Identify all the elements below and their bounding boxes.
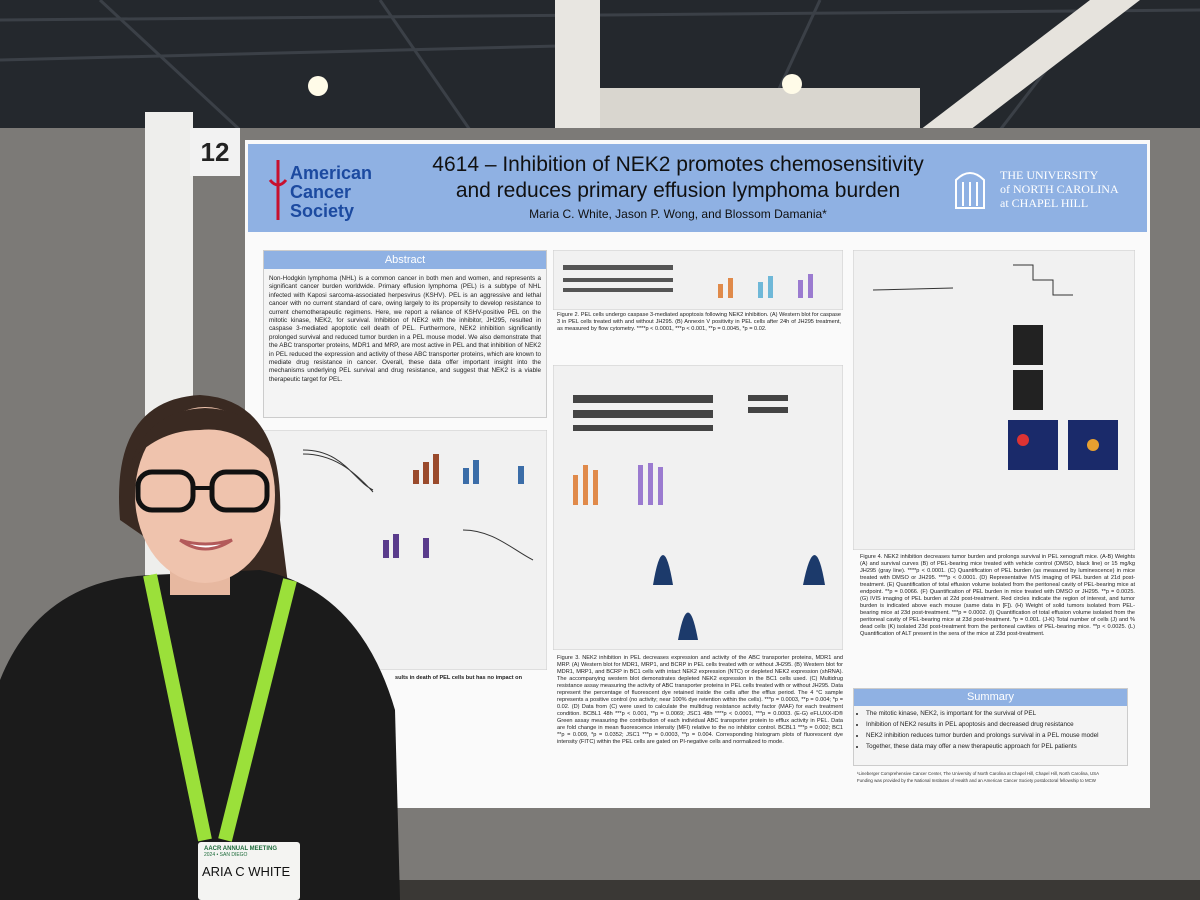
summary-box: Summary The mitotic kinase, NEK2, is imp… [853,688,1128,766]
summary-item: Together, these data may offer a new the… [866,741,1119,752]
smile [179,538,233,551]
title-line: 4614 – Inhibition of NEK2 promotes chemo… [432,153,924,176]
authors: Maria C. White, Jason P. Wong, and Bloss… [529,207,827,221]
badge: AACR ANNUAL MEETING 2024 • SAN DIEGO ARI… [198,842,300,900]
logo-line: at CHAPEL HILL [1000,196,1089,210]
shirt [0,570,400,900]
face [135,407,275,583]
abstract-box: Abstract Non-Hodgkin lymphoma (NHL) is a… [263,250,547,418]
figure-2-caption: Figure 2. PEL cells undergo caspase 3-me… [557,312,841,332]
light [782,74,802,94]
logo-line: THE UNIVERSITY [1000,168,1099,182]
summary-item: Inhibition of NEK2 results in PEL apopto… [866,719,1119,730]
figure-3 [553,365,843,650]
beam [555,0,600,130]
logo-line: American [290,163,373,183]
board-number: 12 [190,128,240,176]
figure-4-caption: Figure 4. NEK2 inhibition decreases tumo… [860,554,1135,637]
summary-item: NEK2 inhibition reduces tumor burden and… [866,730,1119,741]
acs-logo: American Cancer Society [290,164,372,221]
footnotes: ¹Lineberger Comprehensive Cancer Center,… [857,770,1132,784]
poster-header: American Cancer Society 4614 – Inhibitio… [248,144,1147,232]
summary-list: The mitotic kinase, NEK2, is important f… [854,708,1119,752]
poster-title: 4614 – Inhibition of NEK2 promotes chemo… [398,152,958,204]
figure-2 [553,250,843,310]
glasses [209,469,270,513]
figure-3-caption: Figure 3. NEK2 inhibition in PEL decreas… [557,655,843,745]
footnote: Funding was provided by the National Ins… [857,778,1096,783]
summary-heading: Summary [854,689,1127,706]
figure-1-caption: sults in death of PEL cells but has no i… [395,675,523,681]
logo-line: Cancer [290,182,352,202]
acs-logo-icon [268,160,288,220]
wall [600,88,920,128]
abstract-heading: Abstract [264,251,546,269]
hair-top [132,408,275,465]
lanyard [143,573,297,842]
title-line: and reduces primary effusion lymphoma bu… [455,179,901,202]
summary-item: The mitotic kinase, NEK2, is important f… [866,708,1119,719]
badge-event: 2024 • SAN DIEGO [204,852,248,858]
abstract-text: Non-Hodgkin lymphoma (NHL) is a common c… [269,275,541,383]
badge-name: ARIA C WHITE [202,864,291,879]
logo-line: Society [290,201,355,221]
unc-logo-icon [955,172,985,209]
person [0,395,400,900]
badge-event: AACR ANNUAL MEETING [204,846,277,852]
light [308,76,328,96]
glasses [135,469,196,513]
beam [920,0,1140,130]
footnote: ¹Lineberger Comprehensive Cancer Center,… [857,771,1099,776]
unc-logo: THE UNIVERSITY of NORTH CAROLINA at CHAP… [1000,168,1119,210]
poster: American Cancer Society 4614 – Inhibitio… [245,140,1150,808]
logo-line: of NORTH CAROLINA [1000,182,1119,196]
figure-4 [853,250,1135,550]
